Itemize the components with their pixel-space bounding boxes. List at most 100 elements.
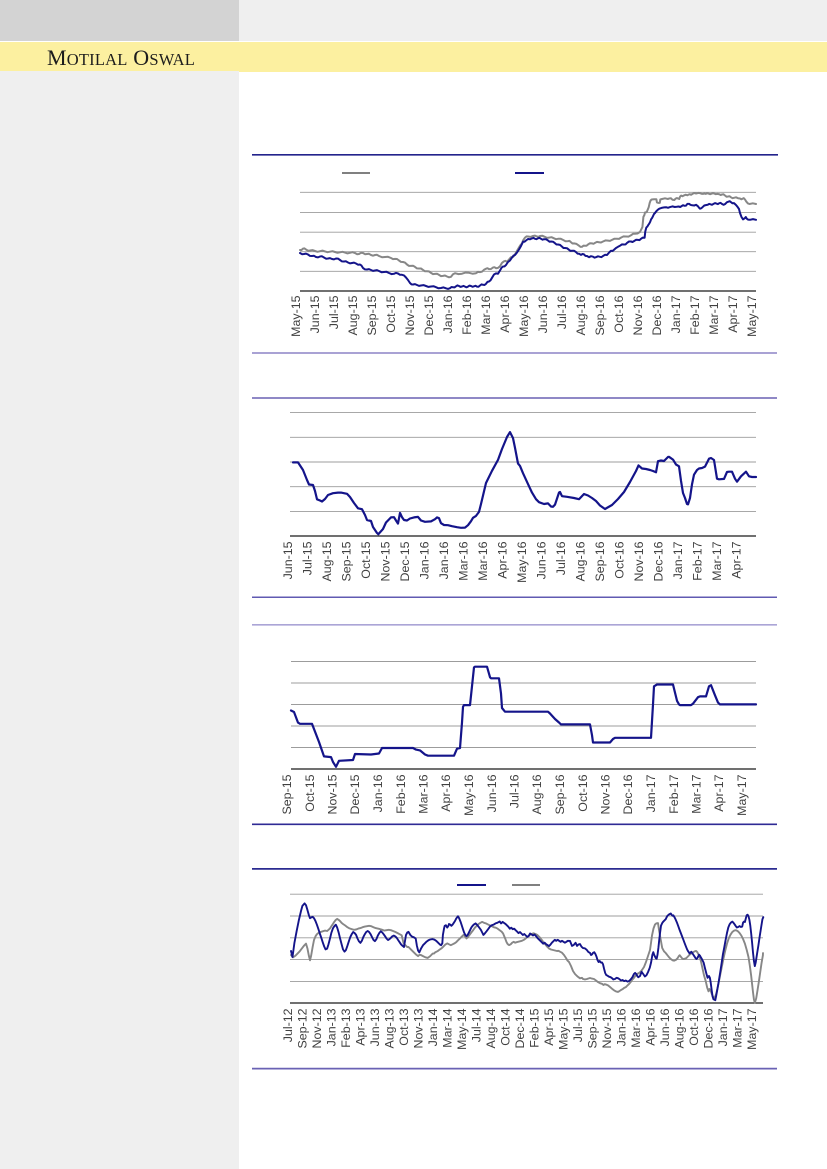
svg-text:Jun-15: Jun-15 [308, 295, 322, 333]
svg-text:Feb-17: Feb-17 [691, 541, 705, 580]
svg-text:Apr-15: Apr-15 [542, 1008, 556, 1045]
svg-text:Mar-17: Mar-17 [707, 295, 721, 334]
svg-text:Sep-15: Sep-15 [586, 1008, 600, 1048]
svg-text:Sep-12: Sep-12 [296, 1008, 310, 1048]
svg-text:Jul-15: Jul-15 [327, 295, 341, 329]
svg-text:Nov-15: Nov-15 [326, 774, 340, 814]
svg-text:Dec-16: Dec-16 [621, 774, 635, 814]
svg-text:Jun-16: Jun-16 [536, 295, 550, 333]
svg-text:Feb-17: Feb-17 [688, 295, 702, 334]
svg-text:Nov-15: Nov-15 [600, 1008, 614, 1048]
svg-text:Jul-15: Jul-15 [301, 541, 315, 575]
svg-text:Jun-15: Jun-15 [281, 541, 295, 579]
svg-text:May-17: May-17 [735, 774, 749, 815]
svg-text:Jul-15: Jul-15 [571, 1008, 585, 1042]
svg-text:May-15: May-15 [557, 1008, 571, 1049]
svg-text:Nov-16: Nov-16 [632, 541, 646, 581]
svg-text:Oct-16: Oct-16 [576, 774, 590, 811]
svg-text:Jul-16: Jul-16 [508, 774, 522, 808]
svg-text:Jan-17: Jan-17 [644, 774, 658, 812]
svg-text:Mar-16: Mar-16 [479, 295, 493, 334]
svg-text:Nov-15: Nov-15 [403, 295, 417, 335]
svg-text:Mar-16: Mar-16 [476, 541, 490, 580]
svg-text:Aug-16: Aug-16 [574, 541, 588, 581]
svg-text:Apr-16: Apr-16 [496, 541, 510, 578]
svg-text:Aug-16: Aug-16 [530, 774, 544, 814]
svg-text:Mar-17: Mar-17 [710, 541, 724, 580]
svg-text:Aug-16: Aug-16 [574, 295, 588, 335]
svg-text:Jan-16: Jan-16 [615, 1008, 629, 1046]
svg-text:Jan-16: Jan-16 [437, 541, 451, 579]
svg-text:Dec-15: Dec-15 [398, 541, 412, 581]
svg-text:Mar-16: Mar-16 [457, 541, 471, 580]
svg-text:Apr-13: Apr-13 [354, 1008, 368, 1045]
svg-text:May-15: May-15 [289, 295, 303, 336]
svg-text:Sep-15: Sep-15 [280, 774, 294, 814]
svg-text:May-16: May-16 [515, 541, 529, 582]
svg-text:Nov-13: Nov-13 [412, 1008, 426, 1048]
svg-text:Nov-16: Nov-16 [599, 774, 613, 814]
svg-text:Mar-17: Mar-17 [731, 1008, 745, 1047]
svg-text:Apr-16: Apr-16 [498, 295, 512, 332]
svg-text:May-16: May-16 [517, 295, 531, 336]
svg-text:Jan-17: Jan-17 [716, 1008, 730, 1046]
svg-text:May-16: May-16 [462, 774, 476, 815]
svg-text:Jul-16: Jul-16 [554, 541, 568, 575]
svg-text:Feb-16: Feb-16 [460, 295, 474, 334]
svg-text:Oct-16: Oct-16 [612, 295, 626, 332]
svg-text:Apr-17: Apr-17 [726, 295, 740, 332]
svg-text:Apr-17: Apr-17 [730, 541, 744, 578]
svg-text:Mar-14: Mar-14 [441, 1008, 455, 1047]
svg-text:Oct-14: Oct-14 [499, 1008, 513, 1045]
svg-text:Dec-16: Dec-16 [650, 295, 664, 335]
svg-text:Dec-15: Dec-15 [348, 774, 362, 814]
svg-text:Dec-16: Dec-16 [652, 541, 666, 581]
svg-text:Jul-14: Jul-14 [470, 1008, 484, 1042]
svg-text:Feb-17: Feb-17 [667, 774, 681, 813]
svg-text:Mar-17: Mar-17 [690, 774, 704, 813]
svg-text:Oct-15: Oct-15 [359, 541, 373, 578]
svg-text:Dec-16: Dec-16 [702, 1008, 716, 1048]
svg-text:Jul-16: Jul-16 [555, 295, 569, 329]
svg-text:Aug-14: Aug-14 [484, 1008, 498, 1048]
svg-text:Jan-16: Jan-16 [441, 295, 455, 333]
svg-text:Jan-16: Jan-16 [418, 541, 432, 579]
svg-text:Sep-15: Sep-15 [340, 541, 354, 581]
svg-text:Mar-16: Mar-16 [629, 1008, 643, 1047]
svg-text:Jan-14: Jan-14 [426, 1008, 440, 1046]
svg-text:Jun-13: Jun-13 [368, 1008, 382, 1046]
svg-text:May-14: May-14 [455, 1008, 469, 1049]
svg-text:Oct-15: Oct-15 [384, 295, 398, 332]
svg-text:Sep-15: Sep-15 [365, 295, 379, 335]
svg-text:May-17: May-17 [745, 295, 759, 336]
svg-text:Oct-13: Oct-13 [397, 1008, 411, 1045]
svg-text:Aug-13: Aug-13 [383, 1008, 397, 1048]
svg-text:Sep-16: Sep-16 [593, 295, 607, 335]
svg-text:Mar-16: Mar-16 [417, 774, 431, 813]
svg-text:Oct-15: Oct-15 [303, 774, 317, 811]
svg-text:Oct-16: Oct-16 [687, 1008, 701, 1045]
svg-text:Feb-13: Feb-13 [339, 1008, 353, 1047]
svg-text:May-17: May-17 [745, 1008, 759, 1049]
svg-text:Sep-16: Sep-16 [553, 774, 567, 814]
svg-text:Jan-13: Jan-13 [325, 1008, 339, 1046]
svg-text:Nov-12: Nov-12 [310, 1008, 324, 1048]
svg-text:Jun-16: Jun-16 [658, 1008, 672, 1046]
svg-text:Oct-16: Oct-16 [613, 541, 627, 578]
svg-text:Aug-15: Aug-15 [320, 541, 334, 581]
svg-text:Dec-15: Dec-15 [422, 295, 436, 335]
svg-text:Jan-17: Jan-17 [671, 541, 685, 579]
svg-text:Jun-16: Jun-16 [535, 541, 549, 579]
svg-text:Sep-16: Sep-16 [593, 541, 607, 581]
svg-text:Apr-16: Apr-16 [439, 774, 453, 811]
svg-text:Aug-15: Aug-15 [346, 295, 360, 335]
svg-text:Apr-16: Apr-16 [644, 1008, 658, 1045]
svg-text:Jul-12: Jul-12 [281, 1008, 295, 1042]
svg-text:Jan-17: Jan-17 [669, 295, 683, 333]
svg-text:Aug-16: Aug-16 [673, 1008, 687, 1048]
svg-text:Nov-15: Nov-15 [379, 541, 393, 581]
svg-text:Feb-15: Feb-15 [528, 1008, 542, 1047]
svg-text:Feb-16: Feb-16 [394, 774, 408, 813]
svg-text:Jun-16: Jun-16 [485, 774, 499, 812]
svg-text:Dec-14: Dec-14 [513, 1008, 527, 1048]
